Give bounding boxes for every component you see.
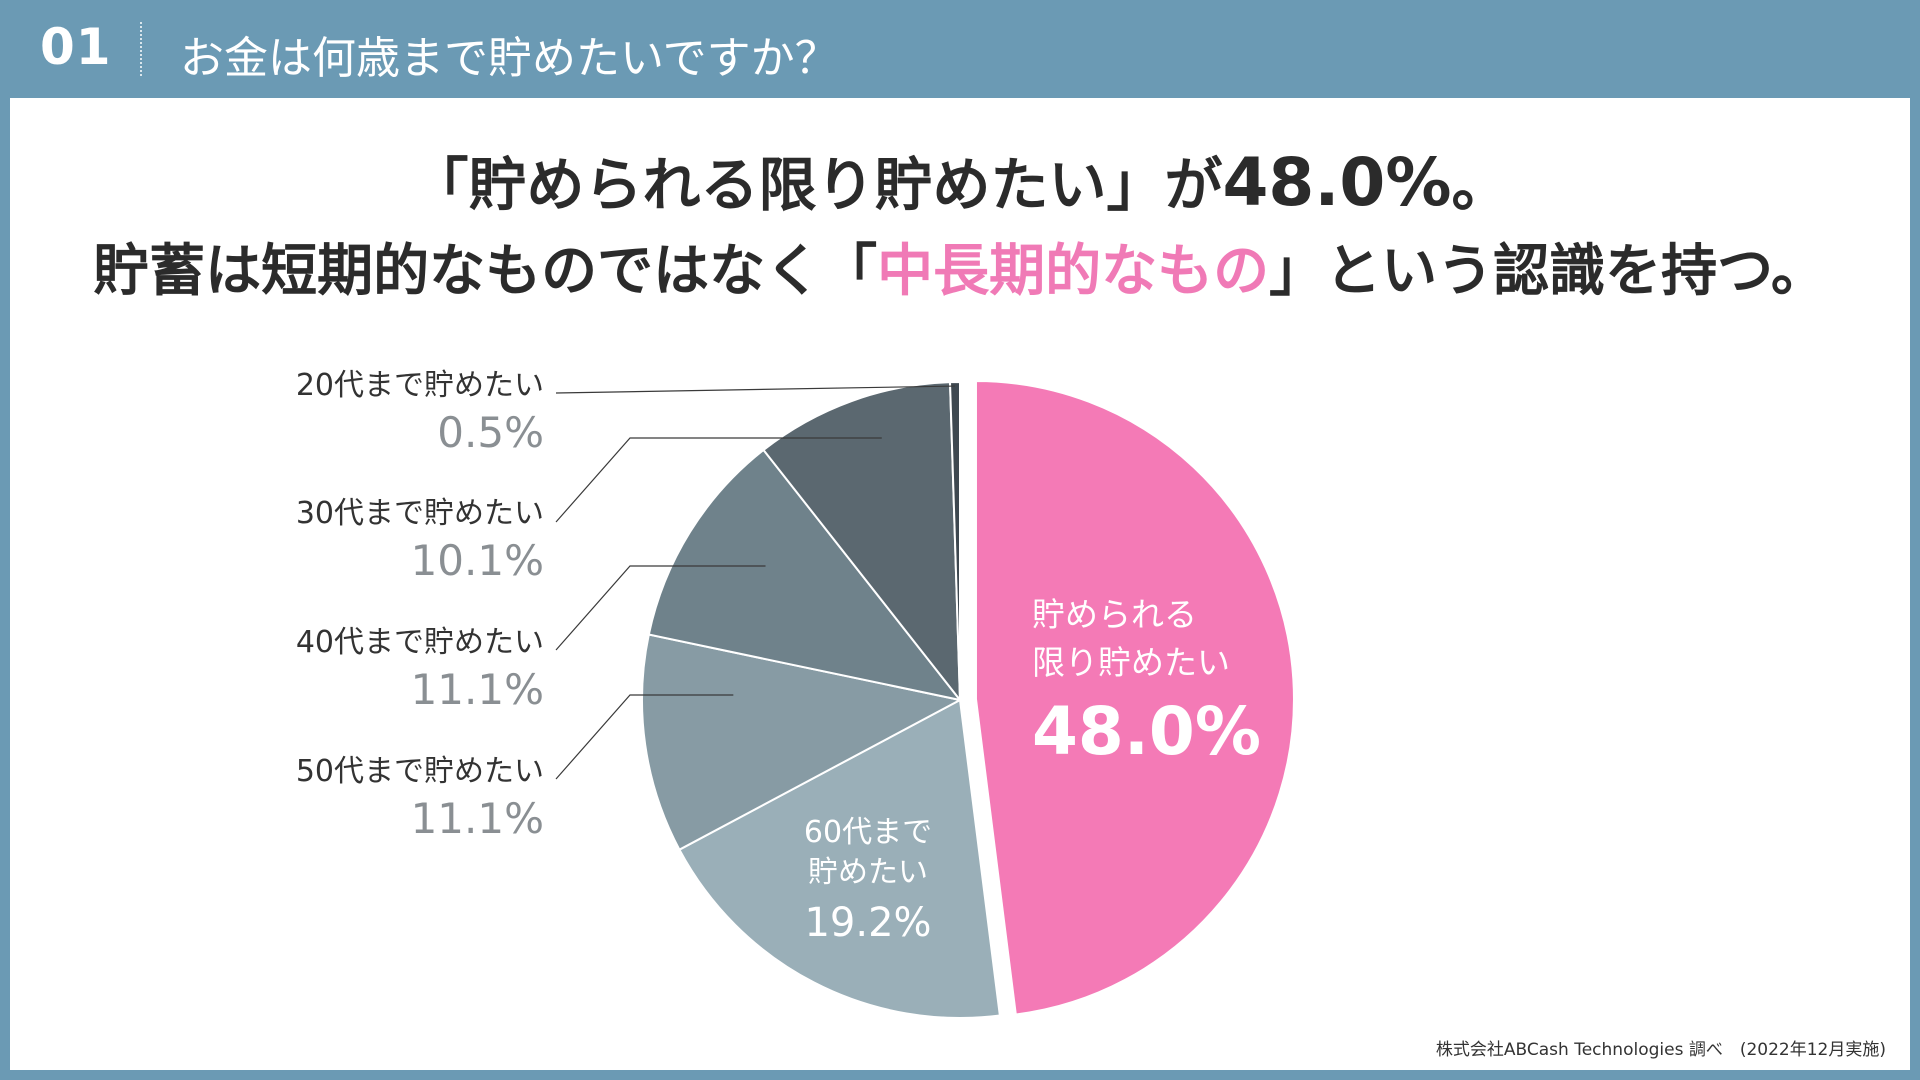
header-divider <box>140 22 142 76</box>
headline-line-1: 「貯められる限り貯めたい」が48.0%。 <box>10 138 1910 222</box>
slice-label-2-line-2: 貯めたい <box>808 855 928 890</box>
slice-value-4: 11.1% <box>411 665 544 714</box>
headline-quote: 「貯められる限り貯めたい」が <box>410 151 1223 219</box>
headline-end: 。 <box>1451 151 1510 219</box>
leader-line-3 <box>555 694 734 780</box>
pie-slice-3 <box>641 633 963 852</box>
headline-line-2: 貯蓄は短期的なものではなく「中長期的なもの」という認識を持つ。 <box>10 226 1910 307</box>
slice-label-6: 20代まで貯めたい <box>296 368 544 403</box>
pie-slice-5 <box>762 381 962 704</box>
slice-value-6: 0.5% <box>437 408 544 457</box>
headline-highlight: 中長期的なもの <box>877 239 1270 304</box>
header-bar: 01 お金は何歳まで貯めたいですか？ <box>0 0 1920 98</box>
slice-label-2-line-1: 60代まで <box>804 815 932 850</box>
slice-label-4: 40代まで貯めたい <box>296 625 544 660</box>
slice-value-1: 48.0% <box>1032 693 1261 770</box>
slice-label-1-line-1: 貯められる <box>1032 595 1197 634</box>
question-title: お金は何歳まで貯めたいですか？ <box>180 33 839 84</box>
slice-value-5: 10.1% <box>411 536 544 585</box>
leader-line-6 <box>555 385 956 394</box>
source-note: 株式会社ABCash Technologies 調べ (2022年12月実施) <box>1435 1040 1886 1060</box>
slice-value-2: 19.2% <box>804 900 931 946</box>
slice-label-5: 30代まで貯めたい <box>296 496 544 531</box>
pie-slice-2 <box>678 698 1001 1019</box>
slice-value-3: 11.1% <box>411 794 544 843</box>
question-number: 01 <box>40 18 112 76</box>
pie-slice-4 <box>647 448 963 702</box>
leader-line-5 <box>555 437 882 523</box>
slice-label-1-line-2: 限り貯めたい <box>1032 643 1230 682</box>
pie-slice-1 <box>974 379 1295 1016</box>
headline-pre: 貯蓄は短期的なものではなく「 <box>93 239 878 304</box>
pie-slice-6 <box>948 380 961 701</box>
slice-label-3: 50代まで貯めたい <box>296 754 544 789</box>
headline-post: 」という認識を持つ。 <box>1269 239 1827 304</box>
leader-line-4 <box>555 565 766 651</box>
headline-value: 48.0% <box>1222 144 1452 221</box>
